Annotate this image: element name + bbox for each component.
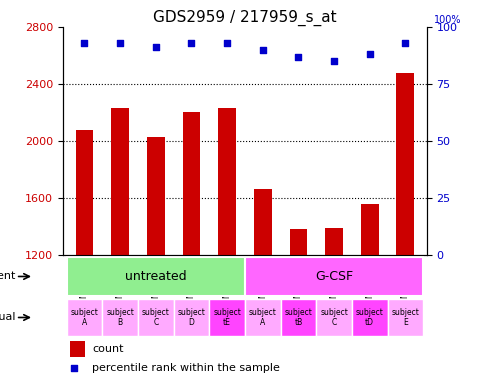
- Point: [151, 44, 159, 50]
- FancyBboxPatch shape: [209, 299, 244, 336]
- Text: percentile rank within the sample: percentile rank within the sample: [92, 364, 279, 374]
- Text: subject
A: subject A: [248, 308, 276, 327]
- Bar: [111, 108, 129, 384]
- FancyBboxPatch shape: [244, 299, 280, 336]
- Text: subject
tD: subject tD: [355, 308, 383, 327]
- FancyBboxPatch shape: [351, 299, 387, 336]
- FancyBboxPatch shape: [173, 299, 209, 336]
- Bar: [324, 228, 342, 384]
- Bar: [360, 204, 378, 384]
- Point: [223, 40, 230, 46]
- Point: [401, 40, 408, 46]
- Text: subject
A: subject A: [70, 308, 98, 327]
- FancyBboxPatch shape: [137, 299, 173, 336]
- Bar: [70, 341, 85, 357]
- Text: agent: agent: [0, 271, 16, 281]
- FancyBboxPatch shape: [316, 299, 351, 336]
- Text: count: count: [92, 344, 123, 354]
- FancyBboxPatch shape: [280, 299, 316, 336]
- Bar: [289, 229, 307, 384]
- Bar: [396, 73, 413, 384]
- Text: G-CSF: G-CSF: [315, 270, 352, 283]
- FancyBboxPatch shape: [66, 257, 244, 296]
- Text: subject
C: subject C: [141, 308, 169, 327]
- Text: individual: individual: [0, 313, 16, 323]
- Bar: [76, 129, 93, 384]
- Text: subject
B: subject B: [106, 308, 134, 327]
- Point: [294, 53, 302, 60]
- Text: subject
D: subject D: [177, 308, 205, 327]
- Bar: [147, 137, 165, 384]
- Text: 100%: 100%: [433, 15, 461, 25]
- Text: subject
tB: subject tB: [284, 308, 312, 327]
- Text: subject
E: subject E: [391, 308, 419, 327]
- Point: [80, 40, 88, 46]
- Point: [365, 51, 373, 57]
- Bar: [253, 189, 271, 384]
- FancyBboxPatch shape: [66, 299, 102, 336]
- Point: [187, 40, 195, 46]
- FancyBboxPatch shape: [387, 299, 423, 336]
- Point: [116, 40, 124, 46]
- Bar: [218, 108, 236, 384]
- Point: [258, 46, 266, 53]
- Bar: [182, 113, 200, 384]
- Title: GDS2959 / 217959_s_at: GDS2959 / 217959_s_at: [153, 9, 336, 25]
- FancyBboxPatch shape: [102, 299, 137, 336]
- FancyBboxPatch shape: [244, 257, 423, 296]
- Text: untreated: untreated: [125, 270, 186, 283]
- Point: [330, 58, 337, 64]
- Point: [340, 282, 348, 288]
- Text: subject
tE: subject tE: [212, 308, 241, 327]
- Text: subject
C: subject C: [319, 308, 348, 327]
